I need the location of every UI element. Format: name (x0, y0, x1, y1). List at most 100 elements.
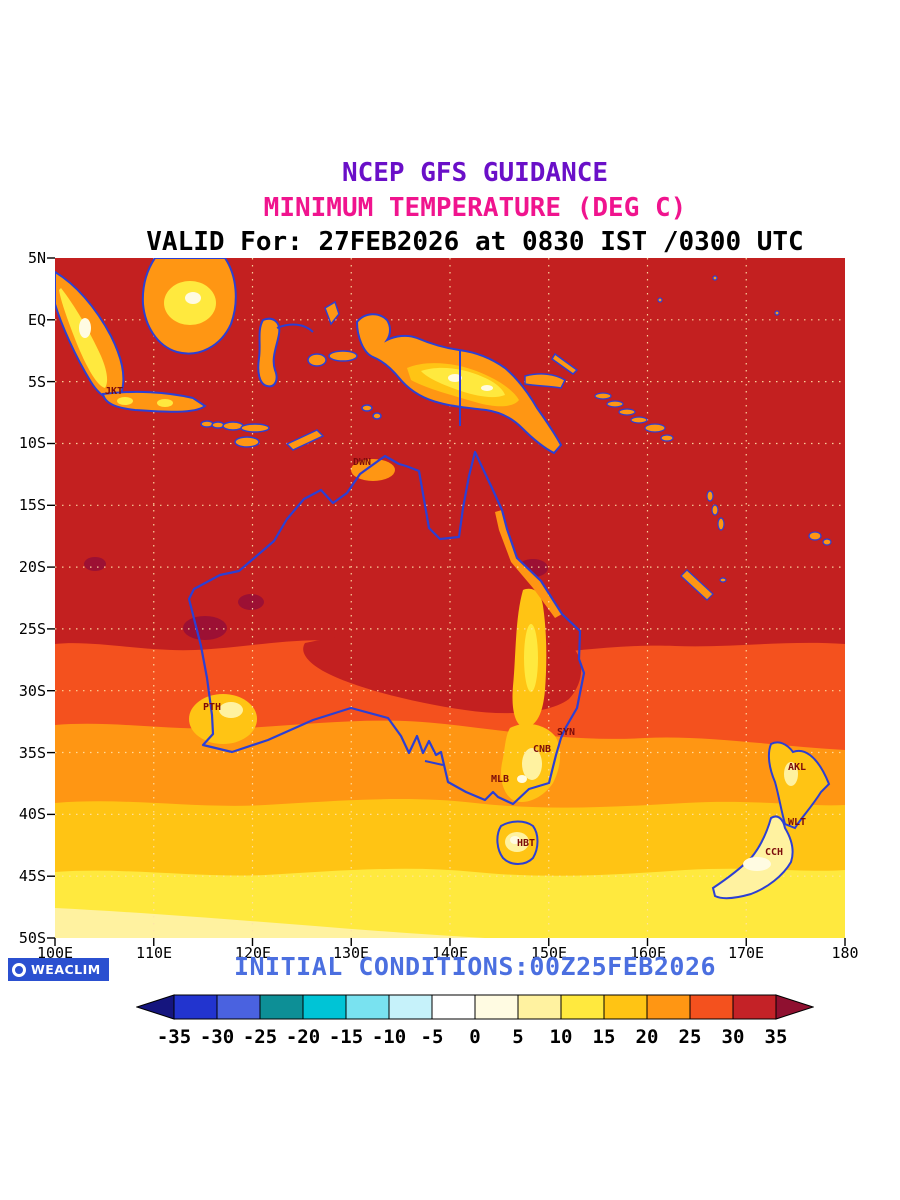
new-guinea-cream-spot (448, 374, 462, 382)
australia-interior-warm-patch (303, 628, 582, 714)
sulawesi-north-arm (276, 323, 314, 333)
colorbar-label: -15 (328, 1026, 364, 1048)
lon-tick-label: 100E (36, 944, 74, 962)
maluku-islands (307, 300, 382, 420)
colorbar-segment (173, 994, 218, 1020)
colorbar-label: 15 (592, 1026, 616, 1048)
colorbar-segment (302, 994, 347, 1020)
colorbar-segment (689, 994, 734, 1020)
colorbar-label: 20 (635, 1026, 659, 1048)
sulawesi (257, 317, 281, 388)
vanuatu-new-caledonia-fiji (657, 275, 832, 601)
new-guinea-cream-spot (481, 385, 493, 391)
nz-north-island (767, 741, 831, 830)
colorbar-label: 30 (721, 1026, 745, 1048)
colorbar-segment (216, 994, 261, 1020)
colorbar-label: 0 (469, 1026, 481, 1048)
lat-tick-label: EQ (27, 311, 46, 329)
city-label-wlt: WLT (788, 817, 806, 828)
lat-tick-label: 45S (18, 867, 46, 885)
colorbar-label: 5 (512, 1026, 524, 1048)
tasmania-cream-spot (510, 836, 520, 844)
colorbar-label: -30 (199, 1026, 235, 1048)
lat-tick-label: 40S (18, 805, 46, 823)
colorbar-segment (259, 994, 304, 1020)
valid-time-line: VALID For: 27FEB2026 at 0830 IST /0300 U… (146, 227, 804, 257)
lat-tick-label: 25S (18, 620, 46, 638)
weaclim-logo: WEACLIM (8, 958, 109, 981)
sw-australia-cool-patch (189, 694, 257, 744)
borneo-cool-spot (185, 292, 201, 304)
nz-south-cool-core (743, 857, 771, 871)
lat-tick-label: 15S (18, 496, 46, 514)
sumatra-highlands (59, 288, 108, 388)
qld-coast-cool-strip (495, 510, 562, 618)
colorbar-label: -5 (420, 1026, 444, 1048)
lon-tick-label: 180 (831, 944, 859, 962)
sw-australia-cool-core (219, 702, 243, 718)
solomon-islands (594, 392, 674, 442)
colorbar-arrow-left (136, 994, 175, 1020)
temperature-map: JKT DWN PTH SYN CNB MLB HBT AKL WLT CCH (55, 258, 845, 938)
lon-tick-label: 130E (332, 944, 370, 962)
weaclim-logo-text: WEACLIM (31, 962, 101, 977)
station-labels: JKT DWN PTH SYN CNB MLB HBT AKL WLT CCH (105, 386, 806, 858)
java (101, 390, 207, 413)
colorbar-segment (603, 994, 648, 1020)
city-label-jkt: JKT (105, 386, 123, 397)
lesser-sunda-islands (200, 420, 325, 451)
page-subtitle: MINIMUM TEMPERATURE (DEG C) (263, 193, 687, 223)
top-end-cool-patch (351, 459, 395, 481)
lon-tick-label: 160E (629, 944, 667, 962)
colorbar-label: 10 (549, 1026, 573, 1048)
colorbar-label: -35 (156, 1026, 192, 1048)
colorbar (136, 994, 814, 1020)
colorbar-label: -20 (285, 1026, 321, 1048)
page-title: NCEP GFS GUIDANCE (341, 158, 609, 188)
java-highland-spot (157, 399, 173, 407)
colorbar-label: 25 (678, 1026, 702, 1048)
lat-tick-label: 30S (18, 682, 46, 700)
colorbar-segment (732, 994, 777, 1020)
lon-tick-label: 110E (135, 944, 173, 962)
colorbar-segment (431, 994, 476, 1020)
colorbar-segment (646, 994, 691, 1020)
band-coolest-corner (55, 908, 485, 938)
lon-tick-label: 150E (530, 944, 568, 962)
lat-tick-label: 20S (18, 558, 46, 576)
lat-tick-label: 5S (27, 373, 46, 391)
colorbar-segment (517, 994, 562, 1020)
city-label-cnb: CNB (533, 744, 551, 755)
sumatra-cool-spot (79, 318, 91, 338)
city-label-pth: PTH (203, 702, 221, 713)
great-dividing-cool-core (524, 624, 538, 692)
nz-north-cool-core (784, 762, 798, 786)
city-label-dwn: DWN (353, 457, 371, 468)
city-label-syn: SYN (557, 727, 575, 738)
colorbar-segment (345, 994, 390, 1020)
city-label-mlb: MLB (491, 774, 509, 785)
lat-tick-label: 10S (18, 434, 46, 452)
java-highland-spot (117, 397, 133, 405)
city-label-cch: CCH (765, 847, 783, 858)
lon-tick-label: 140E (431, 944, 469, 962)
weaclim-circle-icon (12, 962, 26, 977)
lat-tick-label: 50S (18, 929, 46, 947)
se-australia-cream-spot (517, 775, 527, 783)
colorbar-label: 35 (764, 1026, 788, 1048)
city-label-akl: AKL (788, 762, 806, 773)
bismarck-islands (524, 352, 579, 389)
city-label-hbt: HBT (517, 838, 535, 849)
colorbar-label: -25 (242, 1026, 278, 1048)
lon-tick-label: 120E (234, 944, 272, 962)
se-australia-cool-core (522, 748, 542, 780)
colorbar-label: -10 (371, 1026, 407, 1048)
lat-tick-label: 5N (27, 249, 46, 267)
colorbar-segment (560, 994, 605, 1020)
colorbar-arrow-right (775, 994, 814, 1020)
lat-tick-label: 35S (18, 744, 46, 762)
lon-tick-label: 170E (727, 944, 765, 962)
initial-conditions-line: INITIAL CONDITIONS:00Z25FEB2026 (233, 952, 717, 981)
colorbar-segment (474, 994, 519, 1020)
